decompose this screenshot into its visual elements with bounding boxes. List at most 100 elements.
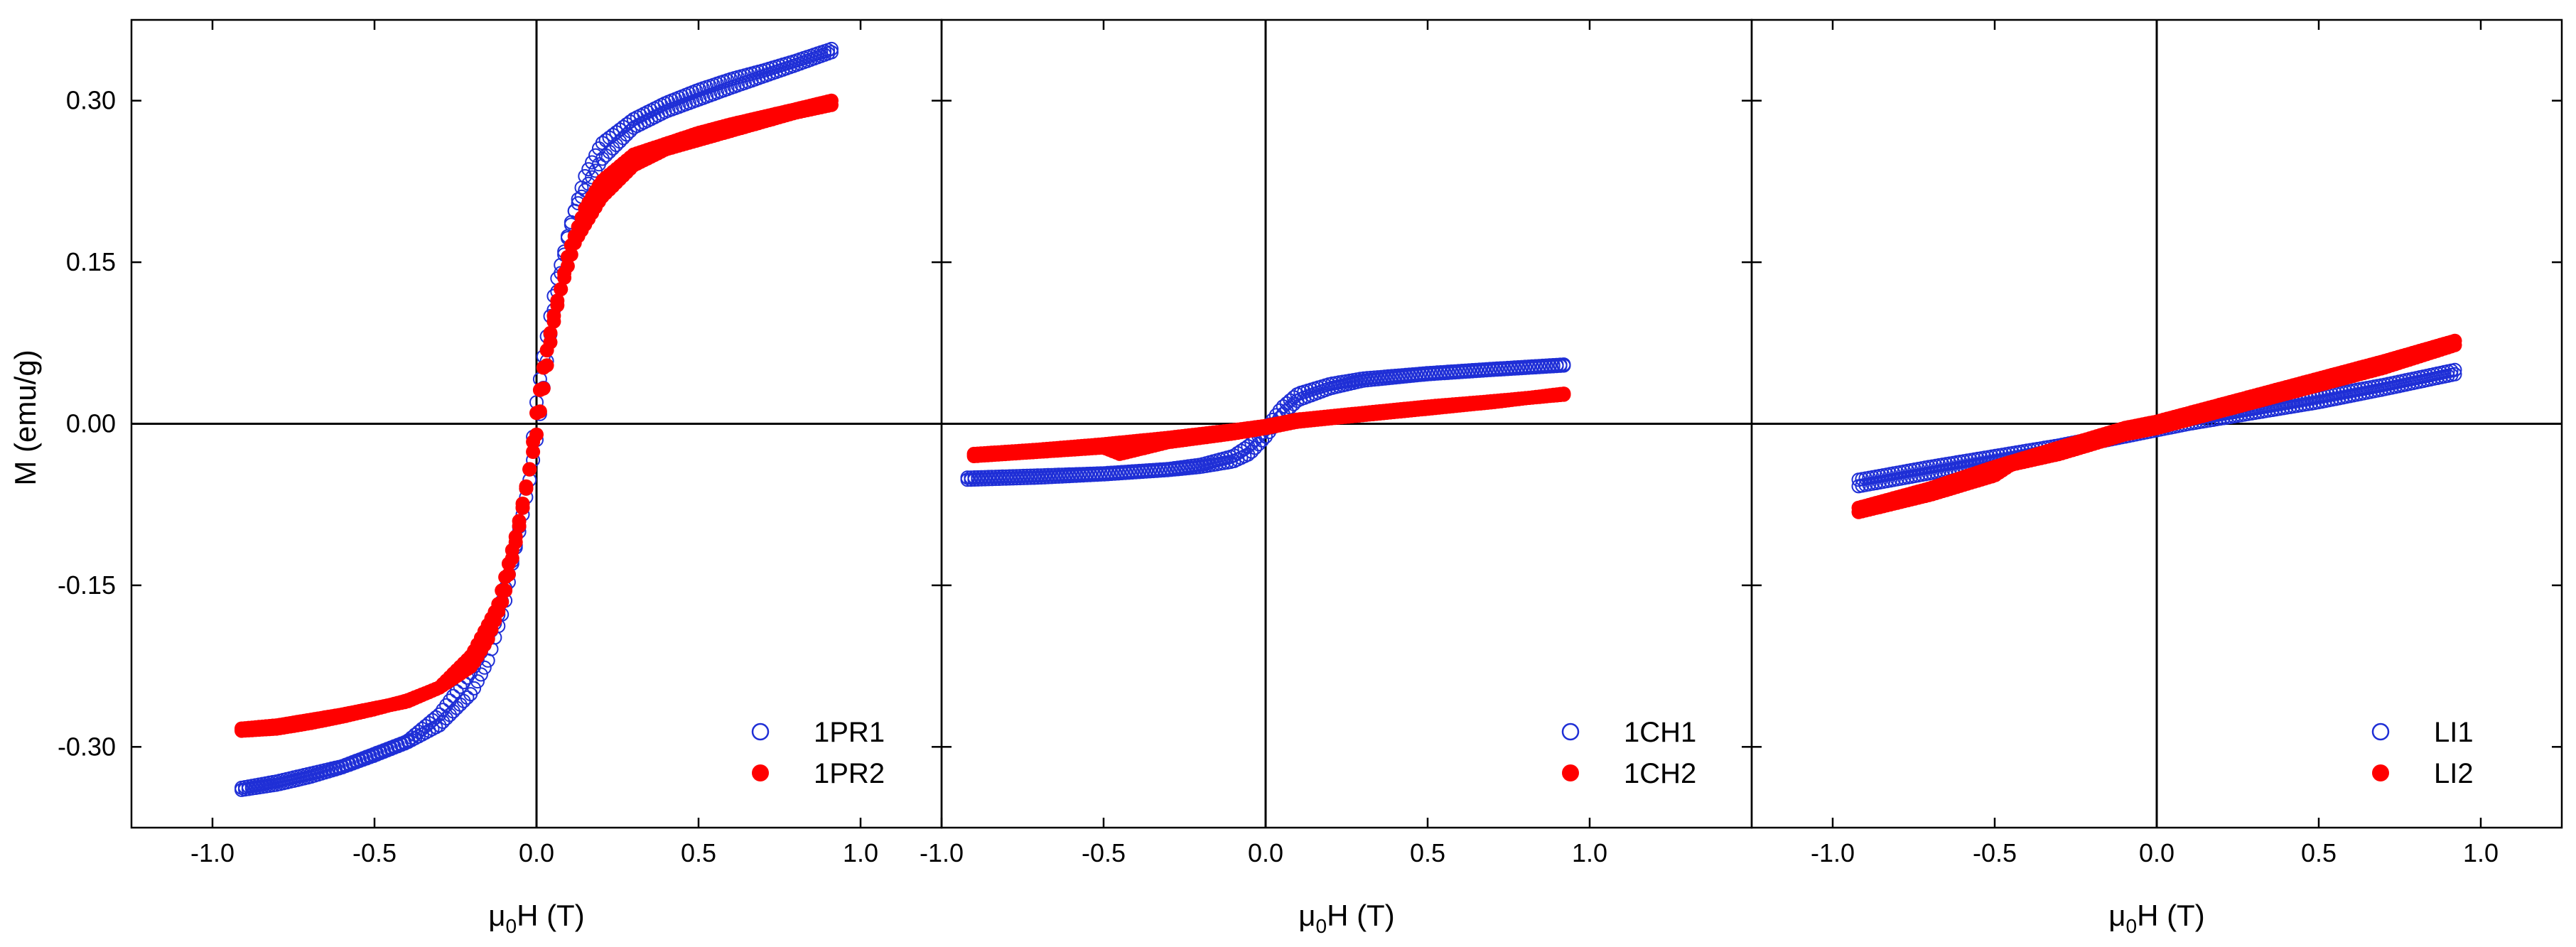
data-point xyxy=(456,693,471,708)
data-point xyxy=(991,472,1006,486)
data-point xyxy=(519,481,534,496)
data-point xyxy=(588,148,603,163)
data-point xyxy=(522,462,537,477)
data-point xyxy=(967,472,982,487)
legend-marker xyxy=(2371,723,2390,741)
data-point xyxy=(1143,464,1158,479)
legend-label: 1PR1 xyxy=(814,717,885,748)
y-tick-label: -0.30 xyxy=(58,732,116,761)
data-point xyxy=(1065,468,1080,483)
y-tick-label: 0.00 xyxy=(66,409,116,438)
data-point xyxy=(988,472,1003,487)
chart-panel-3: -1.0 -0.5 0.0 0.5 1.0 μ0H (T) LI1 LI2 xyxy=(1750,18,2563,937)
data-point xyxy=(1430,366,1445,381)
data-point xyxy=(960,472,975,487)
data-point xyxy=(505,551,519,566)
data-point xyxy=(978,472,993,487)
x-tick-label: 1.0 xyxy=(2463,838,2499,867)
data-point xyxy=(1448,365,1462,380)
data-point xyxy=(557,270,572,285)
data-point xyxy=(1132,465,1147,480)
data-point xyxy=(964,472,979,487)
data-point xyxy=(508,535,523,550)
data-point xyxy=(971,472,986,487)
x-tick-label: 1.0 xyxy=(1572,838,1607,867)
data-point xyxy=(985,472,999,487)
x-tick-label: -0.5 xyxy=(352,838,397,867)
data-point xyxy=(560,259,575,274)
data-point xyxy=(1013,471,1028,486)
data-point xyxy=(585,155,600,170)
data-point xyxy=(546,308,561,323)
legend-label: LI1 xyxy=(2434,717,2474,748)
x-tick-label: 0.5 xyxy=(2301,838,2337,867)
data-point xyxy=(1083,467,1098,482)
data-point xyxy=(2447,337,2462,352)
data-point xyxy=(1251,437,1266,452)
x-tick-label: 1.0 xyxy=(843,838,878,867)
data-point xyxy=(1058,469,1073,484)
legend-entry-1CH1: 1CH1 xyxy=(1561,717,1696,748)
data-point xyxy=(1051,469,1066,484)
legend-entry-1PR1: 1PR1 xyxy=(751,717,885,748)
data-point xyxy=(1497,362,1511,377)
data-point xyxy=(495,595,510,610)
data-point xyxy=(1104,467,1119,481)
legend-entry-1PR2: 1PR2 xyxy=(752,758,885,789)
data-point xyxy=(1079,467,1094,482)
data-point xyxy=(550,293,565,308)
data-point xyxy=(1518,360,1533,375)
legend-entry-LI1: LI1 xyxy=(2371,717,2474,748)
y-tick-label: -0.15 xyxy=(58,570,116,600)
data-point xyxy=(1248,440,1263,455)
data-point xyxy=(532,382,547,397)
data-point xyxy=(1027,470,1042,485)
data-point xyxy=(2447,367,2462,381)
data-point xyxy=(1469,364,1484,379)
legend-marker xyxy=(751,723,770,741)
x-tick-label: 0.5 xyxy=(1410,838,1445,867)
data-point xyxy=(981,472,996,487)
data-point xyxy=(1230,445,1245,460)
data-point xyxy=(543,325,558,340)
data-point xyxy=(460,690,475,705)
series-1PR2 xyxy=(235,93,839,738)
data-point xyxy=(1094,467,1108,482)
data-point xyxy=(473,667,488,682)
data-point xyxy=(1529,360,1543,374)
data-point xyxy=(1286,396,1301,411)
x-axis-label: μ0H (T) xyxy=(2108,899,2204,937)
data-point xyxy=(1002,471,1017,486)
x-tick-label: -1.0 xyxy=(1811,838,1855,867)
data-point xyxy=(1087,467,1101,482)
x-axis-label: μ0H (T) xyxy=(1298,899,1394,937)
data-point xyxy=(470,674,485,689)
data-point xyxy=(526,434,541,449)
legend-label: LI2 xyxy=(2434,758,2474,789)
data-point xyxy=(1047,470,1062,485)
legend-marker xyxy=(1561,723,1580,741)
data-point xyxy=(501,567,516,582)
data-point xyxy=(1507,361,1522,376)
data-point xyxy=(449,684,464,699)
data-point xyxy=(1153,463,1168,478)
data-point xyxy=(432,707,447,722)
data-point xyxy=(1009,471,1024,486)
y-tick-label: 0.30 xyxy=(66,86,116,115)
data-point xyxy=(1055,469,1069,484)
x-axis-label: μ0H (T) xyxy=(488,899,584,937)
series-1CH1 xyxy=(960,357,1571,487)
data-point xyxy=(1041,470,1055,485)
data-point xyxy=(1016,470,1031,485)
data-point xyxy=(1458,364,1473,379)
legend-label: 1CH2 xyxy=(1624,758,1696,789)
legend-marker xyxy=(752,764,769,781)
chart-panel-1: -1.0 -0.5 0.0 0.5 1.0 0.30 0.15 0.00 -0.15 -0.30 μ… xyxy=(58,18,943,937)
data-point xyxy=(1549,359,1564,374)
data-point xyxy=(995,471,1010,486)
data-point xyxy=(1030,470,1045,485)
y-tick-label: 0.15 xyxy=(66,247,116,276)
data-point xyxy=(1489,362,1504,377)
data-point xyxy=(512,519,527,534)
